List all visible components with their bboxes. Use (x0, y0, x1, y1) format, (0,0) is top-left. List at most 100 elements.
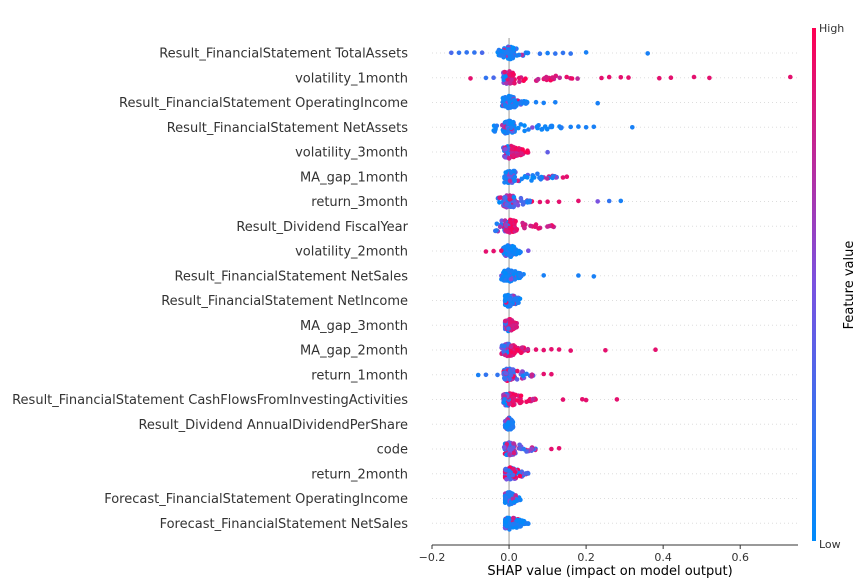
shap-point (501, 97, 506, 102)
x-tick-label: −0.2 (419, 551, 446, 564)
feature-labels: Result_FinancialStatement TotalAssets vol… (12, 47, 409, 532)
feature-label: return_3month (311, 195, 408, 210)
shap-point (507, 353, 512, 358)
shap-point (502, 397, 507, 402)
shap-point (595, 199, 600, 204)
feature-label: Result_Dividend FiscalYear (236, 220, 408, 235)
shap-point (525, 50, 530, 56)
shap-point (520, 369, 525, 374)
shap-point (556, 347, 562, 352)
shap-point (530, 396, 536, 402)
feature-label: volatility_3month (295, 146, 408, 161)
shap-point (668, 75, 674, 80)
shap-point (556, 199, 562, 205)
feature-label: Result_FinancialStatement NetAssets (167, 121, 408, 136)
shap-point (507, 474, 512, 479)
shap-point (504, 81, 509, 86)
shap-point (502, 343, 507, 349)
shap-point (519, 151, 524, 156)
feature-label: MA_gap_1month (300, 170, 408, 185)
shap-point (503, 371, 509, 376)
colorbar-title: Feature value (842, 241, 857, 330)
shap-point (508, 170, 514, 176)
shap-point (509, 226, 515, 231)
shap-point (507, 99, 513, 105)
shap-point (507, 297, 513, 302)
row-gridlines (432, 52, 798, 524)
x-tick-label: 0.4 (654, 551, 672, 564)
shap-point (505, 421, 510, 427)
shap-point (511, 399, 516, 404)
shap-point (479, 50, 485, 55)
shap-point (510, 402, 516, 408)
shap-point (545, 149, 550, 155)
shap-point (508, 277, 514, 282)
shap-point (472, 50, 477, 55)
shap-point (510, 395, 516, 401)
shap-point (464, 50, 470, 55)
shap-point (511, 195, 517, 200)
shap-point (564, 174, 570, 179)
shap-point (560, 50, 566, 56)
shap-point (519, 345, 525, 351)
colorbar-low-label: Low (819, 538, 841, 551)
feature-label: return_1month (311, 368, 408, 383)
shap-point (523, 101, 529, 106)
shap-point (557, 75, 562, 81)
shap-point (504, 477, 509, 482)
shap-point (508, 344, 514, 350)
shap-point (618, 198, 624, 204)
shap-point (503, 222, 509, 228)
shap-point (502, 318, 508, 324)
shap-point (508, 319, 514, 325)
shap-point (509, 268, 515, 274)
shap-point (657, 75, 662, 81)
shap-point (553, 100, 558, 105)
shap-point (568, 348, 573, 353)
shap-point (516, 75, 522, 81)
shap-point (522, 123, 527, 128)
shap-point (532, 224, 538, 229)
shap-point (504, 202, 509, 207)
feature-label: Result_FinancialStatement CashFlowsFromI… (12, 393, 408, 408)
shap-point (511, 54, 516, 59)
shap-point (540, 126, 545, 132)
shap-point (510, 245, 515, 250)
feature-label: code (377, 443, 408, 458)
shap-point (468, 76, 473, 81)
shap-point (559, 125, 564, 130)
shap-point (502, 500, 508, 505)
shap-point (516, 125, 521, 131)
shap-point (513, 493, 518, 498)
shap-point (515, 347, 520, 353)
shap-point (511, 153, 516, 158)
shap-point (527, 198, 533, 204)
shap-point (530, 125, 535, 130)
shap-point (510, 472, 516, 478)
shap-point (475, 372, 481, 378)
shap-point (533, 99, 539, 105)
shap-point (525, 346, 531, 352)
shap-point (553, 51, 558, 56)
shap-point (502, 69, 507, 75)
shap-point (591, 124, 597, 130)
shap-point (535, 171, 540, 177)
shap-point (522, 225, 527, 231)
shap-point (497, 224, 503, 229)
shap-point (505, 150, 511, 156)
shap-point (503, 74, 508, 79)
shap-point (544, 176, 550, 181)
shap-point (535, 76, 541, 82)
shap-point (541, 371, 546, 377)
x-tick-label: 0.6 (731, 551, 749, 564)
shap-point (483, 249, 489, 254)
shap-point (495, 372, 500, 378)
shap-point (534, 124, 540, 129)
shap-point (525, 175, 530, 180)
shap-point (509, 146, 515, 152)
shap-point (511, 103, 516, 108)
shap-point (497, 200, 502, 205)
shap-point (630, 125, 635, 130)
shap-point (508, 302, 513, 308)
